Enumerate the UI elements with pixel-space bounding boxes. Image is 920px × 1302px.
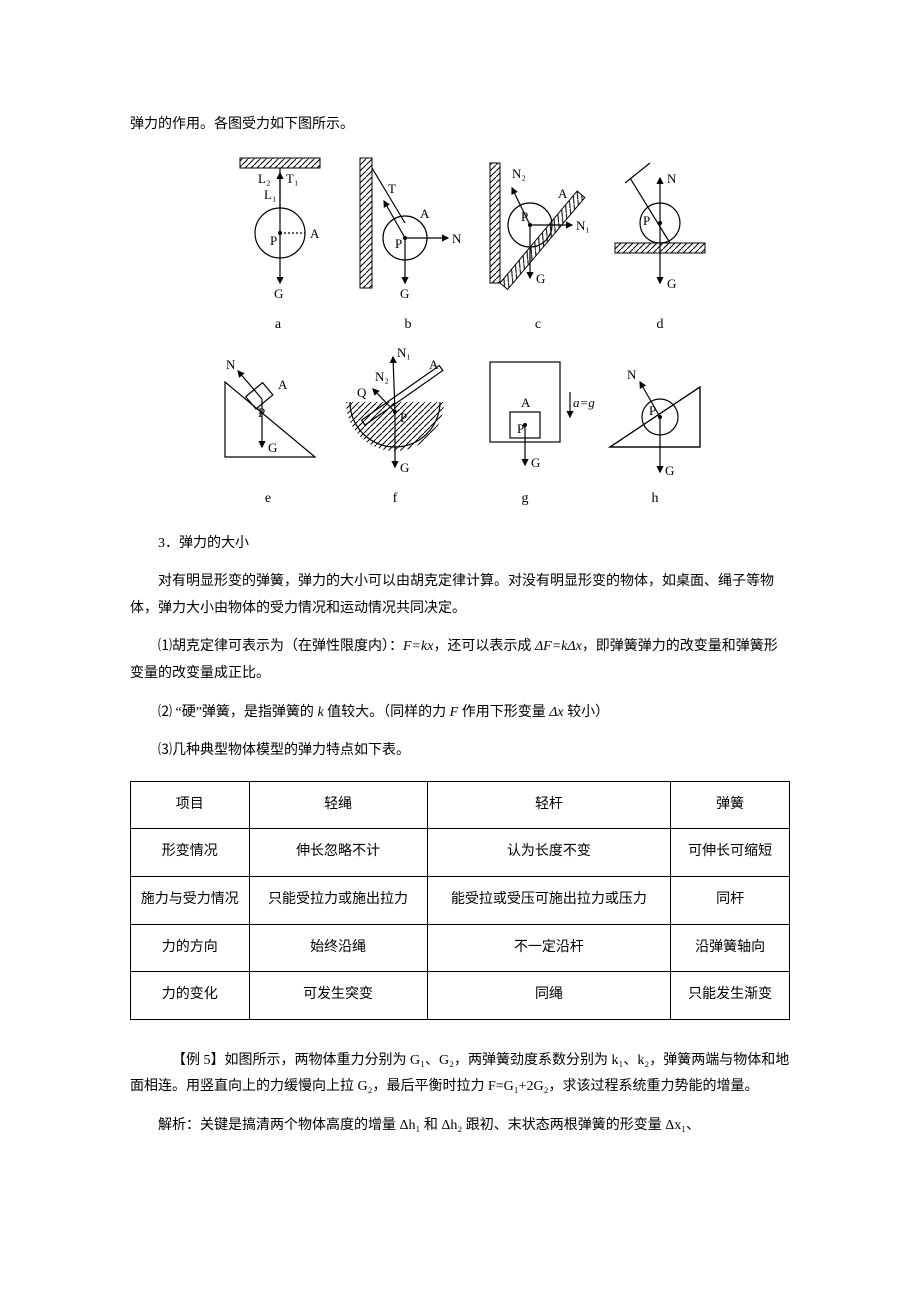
bullet3: ⑶几种典型物体模型的弹力特点如下表。 bbox=[130, 738, 790, 765]
label-N-h: N bbox=[627, 367, 637, 382]
label-N1-f: N₁ bbox=[397, 347, 411, 360]
fig-label-e: e bbox=[265, 491, 271, 506]
table-row: 施力与受力情况 只能受拉力或施出拉力 能受拉或受压可施出拉力或压力 同杆 bbox=[131, 876, 790, 924]
label-P-d: P bbox=[643, 213, 650, 228]
bullet2-dx: Δx bbox=[549, 705, 563, 720]
table-header-row: 项目 轻绳 轻杆 弹簧 bbox=[131, 781, 790, 829]
figure-row-2: N A P G e N₁ N₂ bbox=[130, 347, 790, 517]
label-G-g: G bbox=[531, 455, 540, 470]
label-A-a: A bbox=[310, 226, 320, 241]
label-A-c: A bbox=[558, 186, 568, 201]
bullet2-suffix: 较小） bbox=[564, 705, 610, 720]
section3-body: 对有明显形变的弹簧，弹力的大小可以由胡克定律计算。对没有明显形变的物体，如桌面、… bbox=[130, 569, 790, 622]
label-ag-g: a=g bbox=[573, 395, 595, 410]
label-T1: T₁ bbox=[286, 171, 298, 186]
label-N-e: N bbox=[226, 357, 236, 372]
bullet2-mid: 值较大。（同样的力 bbox=[324, 705, 450, 720]
bullet1-mid: ，还可以表示成 bbox=[433, 639, 535, 654]
elastic-properties-table: 项目 轻绳 轻杆 弹簧 形变情况 伸长忽略不计 认为长度不变 可伸长可缩短 施力… bbox=[130, 781, 790, 1020]
label-L2: L₂ bbox=[258, 171, 270, 186]
label-G-c: G bbox=[536, 271, 545, 286]
bullet2-prefix: ⑵ “硬”弹簧，是指弹簧的 bbox=[158, 705, 317, 720]
label-G-a: G bbox=[274, 286, 283, 301]
example5-analysis: 解析：关键是搞清两个物体高度的增量 Δh₁ 和 Δh₂ 跟初、末状态两根弹簧的形… bbox=[130, 1113, 790, 1140]
label-G-d: G bbox=[667, 276, 676, 291]
analysis-body: 关键是搞清两个物体高度的增量 Δh₁ 和 Δh₂ 跟初、末状态两根弹簧的形变量 … bbox=[200, 1118, 700, 1133]
label-G-b: G bbox=[400, 286, 409, 301]
bullet1-formula2: ΔF=kΔx bbox=[535, 639, 582, 654]
table-cell: 施力与受力情况 bbox=[131, 876, 250, 924]
table-cell: 伸长忽略不计 bbox=[249, 829, 427, 877]
table-row: 形变情况 伸长忽略不计 认为长度不变 可伸长可缩短 bbox=[131, 829, 790, 877]
label-N-d: N bbox=[667, 171, 677, 186]
label-P-b: P bbox=[395, 236, 402, 251]
fig-label-f: f bbox=[393, 491, 398, 506]
fig-label-h: h bbox=[652, 491, 659, 506]
col-header: 项目 bbox=[131, 781, 250, 829]
bullet1-formula1: F=kx bbox=[403, 639, 433, 654]
table-cell: 可伸长可缩短 bbox=[671, 829, 790, 877]
label-G-e: G bbox=[268, 440, 277, 455]
bullet2-F: F bbox=[450, 705, 459, 720]
label-P-f: P bbox=[400, 410, 407, 425]
table-row: 力的方向 始终沿绳 不一定沿杆 沿弹簧轴向 bbox=[131, 924, 790, 972]
label-L1: L₁ bbox=[264, 187, 276, 202]
label-P-h: P bbox=[649, 403, 656, 418]
label-A-g: A bbox=[521, 395, 531, 410]
label-N2-f: N₂ bbox=[375, 369, 389, 384]
table-cell: 能受拉或受压可施出拉力或压力 bbox=[427, 876, 671, 924]
fig-label-a: a bbox=[275, 317, 282, 332]
label-A-b: A bbox=[420, 206, 430, 221]
example5-label: 【例 5】 bbox=[172, 1053, 225, 1068]
label-N1-c: N₁ bbox=[576, 218, 590, 233]
section3-title: 3．弹力的大小 bbox=[130, 531, 790, 558]
example5: 【例 5】如图所示，两物体重力分别为 G₁、G₂，两弹簧劲度系数分别为 k₁、k… bbox=[130, 1048, 790, 1101]
analysis-prefix: 解析： bbox=[158, 1118, 200, 1133]
fig-label-d: d bbox=[657, 317, 664, 332]
table-cell: 同绳 bbox=[427, 972, 671, 1020]
bullet1-prefix: ⑴胡克定律可表示为（在弹性限度内）： bbox=[158, 639, 403, 654]
table-cell: 认为长度不变 bbox=[427, 829, 671, 877]
fig-label-g: g bbox=[522, 491, 529, 506]
table-cell: 形变情况 bbox=[131, 829, 250, 877]
fig-label-c: c bbox=[535, 317, 541, 332]
bullet1: ⑴胡克定律可表示为（在弹性限度内）：F=kx，还可以表示成 ΔF=kΔx，即弹簧… bbox=[130, 634, 790, 687]
label-G-f: G bbox=[400, 460, 409, 475]
label-G-h: G bbox=[665, 463, 674, 478]
table-cell: 沿弹簧轴向 bbox=[671, 924, 790, 972]
table-cell: 只能受拉力或施出拉力 bbox=[249, 876, 427, 924]
bullet2: ⑵ “硬”弹簧，是指弹簧的 k 值较大。（同样的力 F 作用下形变量 Δx 较小… bbox=[130, 700, 790, 727]
label-A-f: A bbox=[429, 357, 439, 372]
table-cell: 不一定沿杆 bbox=[427, 924, 671, 972]
table-cell: 力的方向 bbox=[131, 924, 250, 972]
table-cell: 始终沿绳 bbox=[249, 924, 427, 972]
label-A-e: A bbox=[278, 377, 288, 392]
label-N2-c: N₂ bbox=[512, 166, 526, 181]
example5-body: 如图所示，两物体重力分别为 G₁、G₂，两弹簧劲度系数分别为 k₁、k₂，弹簧两… bbox=[130, 1053, 789, 1095]
label-P-c: P bbox=[521, 209, 528, 224]
bullet2-mid2: 作用下形变量 bbox=[458, 705, 549, 720]
table-cell: 可发生突变 bbox=[249, 972, 427, 1020]
label-P-g: P bbox=[517, 421, 524, 436]
label-P-e: P bbox=[258, 405, 265, 420]
col-header: 轻杆 bbox=[427, 781, 671, 829]
figure-row-1: L₂ T₁ L₁ P A G a T A P N G bbox=[130, 153, 790, 333]
label-Q-f: Q bbox=[357, 385, 367, 400]
label-N-b: N bbox=[452, 231, 462, 246]
label-P-a: P bbox=[270, 233, 277, 248]
table-cell: 力的变化 bbox=[131, 972, 250, 1020]
table-cell: 只能发生渐变 bbox=[671, 972, 790, 1020]
col-header: 轻绳 bbox=[249, 781, 427, 829]
table-row: 力的变化 可发生突变 同绳 只能发生渐变 bbox=[131, 972, 790, 1020]
table-cell: 同杆 bbox=[671, 876, 790, 924]
label-T-b: T bbox=[388, 181, 396, 196]
intro-line: 弹力的作用。各图受力如下图所示。 bbox=[130, 112, 790, 139]
col-header: 弹簧 bbox=[671, 781, 790, 829]
fig-label-b: b bbox=[405, 317, 412, 332]
